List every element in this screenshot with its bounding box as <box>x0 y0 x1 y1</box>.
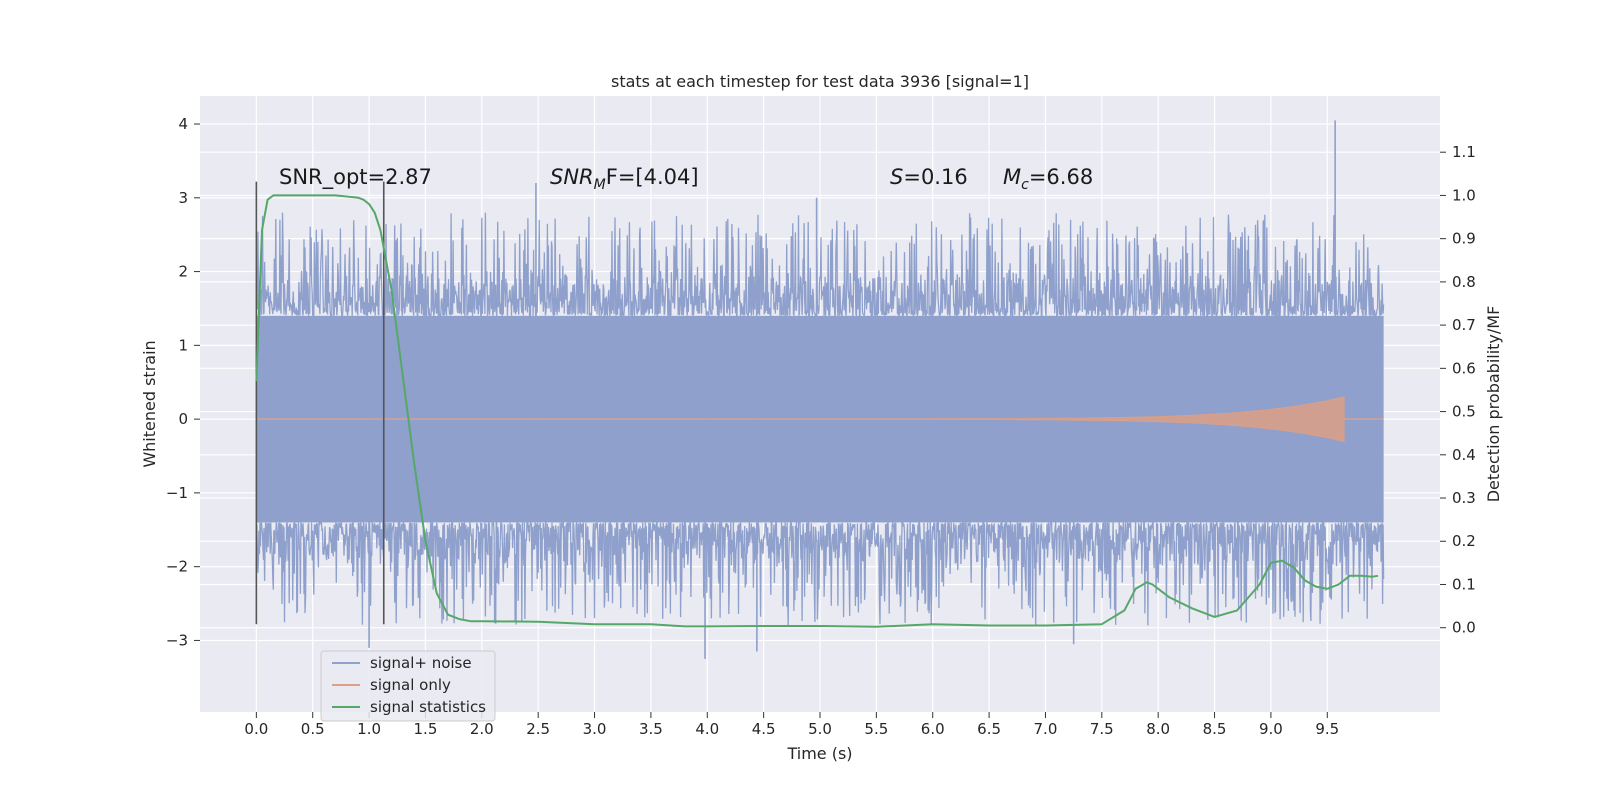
y2-tick-label: 0.6 <box>1452 359 1476 377</box>
annotation-snr-mf: SNRMF=[4.04] <box>550 165 699 193</box>
x-tick-label: 4.0 <box>695 720 719 738</box>
x-tick-label: 7.0 <box>1034 720 1058 738</box>
legend-box <box>320 650 496 722</box>
x-tick-label: 9.5 <box>1315 720 1339 738</box>
x-tick-label: 6.5 <box>977 720 1001 738</box>
annotation-mc: Mc=6.68 <box>1003 165 1093 193</box>
x-tick-label: 9.0 <box>1259 720 1283 738</box>
y2-tick-label: 0.5 <box>1452 403 1476 421</box>
y-tick-label: −1 <box>166 484 188 502</box>
y2-tick-label: 1.0 <box>1452 186 1476 204</box>
y2-tick-label: 1.1 <box>1452 143 1476 161</box>
annotation-s: S=0.16 <box>890 165 968 189</box>
y-tick-label: 3 <box>178 189 188 207</box>
x-tick-label: 5.0 <box>808 720 832 738</box>
y2-tick-label: 0.8 <box>1452 273 1476 291</box>
x-tick-label: 1.0 <box>357 720 381 738</box>
x-tick-label: 4.5 <box>752 720 776 738</box>
y-tick-label: −2 <box>166 558 188 576</box>
x-tick-label: 0.5 <box>301 720 325 738</box>
signal-statistics-line <box>255 194 1379 628</box>
chart-title: stats at each timestep for test data 393… <box>611 72 1029 91</box>
y2-tick-label: 0.3 <box>1452 489 1476 507</box>
legend: signal+ noise signal only signal statist… <box>320 650 496 722</box>
x-tick-label: 2.5 <box>526 720 550 738</box>
legend-label-signal-statistics: signal statistics <box>370 698 486 716</box>
annotations: SNR_opt=2.87 SNRMF=[4.04] S=0.16 Mc=6.68 <box>279 165 1093 193</box>
y-axis-label: Whitened strain <box>140 340 159 467</box>
x-tick-label: 8.5 <box>1203 720 1227 738</box>
y-tick-label: 2 <box>178 263 188 281</box>
axes-ticks: 0.0 0.5 1.0 1.5 2.0 2.5 3.0 3.5 4.0 4.5 5.0 5.5 6.0 6… <box>166 115 1476 738</box>
legend-label-signal-noise: signal+ noise <box>370 654 472 672</box>
x-tick-label: 0.0 <box>244 720 268 738</box>
noise-lower-trace <box>255 519 1385 626</box>
noise-upper-trace <box>255 212 1385 319</box>
y2-tick-label: 0.0 <box>1452 619 1476 637</box>
x-tick-label: 5.5 <box>864 720 888 738</box>
y2-tick-label: 0.2 <box>1452 532 1476 550</box>
y2-tick-label: 0.7 <box>1452 316 1476 334</box>
signal-only-chirp <box>255 396 1345 443</box>
legend-label-signal-only: signal only <box>370 676 451 694</box>
x-tick-label: 7.5 <box>1090 720 1114 738</box>
x-tick-label: 1.5 <box>414 720 438 738</box>
annotation-snr-opt: SNR_opt=2.87 <box>279 165 432 190</box>
y-tick-label: −3 <box>166 631 188 649</box>
x-tick-label: 2.0 <box>470 720 494 738</box>
y2-tick-label: 0.1 <box>1452 575 1476 593</box>
y-tick-label: 0 <box>178 410 188 428</box>
y-tick-label: 4 <box>178 115 188 133</box>
x-tick-label: 6.0 <box>921 720 945 738</box>
y2-tick-label: 0.4 <box>1452 446 1476 464</box>
x-axis-label: Time (s) <box>786 744 852 763</box>
y-tick-label: 1 <box>178 336 188 354</box>
y2-axis-label: Detection probability/MF <box>1484 306 1503 503</box>
x-tick-label: 8.0 <box>1146 720 1170 738</box>
data-layer <box>255 120 1385 659</box>
x-tick-label: 3.5 <box>639 720 663 738</box>
y2-tick-label: 0.9 <box>1452 230 1476 248</box>
x-tick-label: 3.0 <box>583 720 607 738</box>
